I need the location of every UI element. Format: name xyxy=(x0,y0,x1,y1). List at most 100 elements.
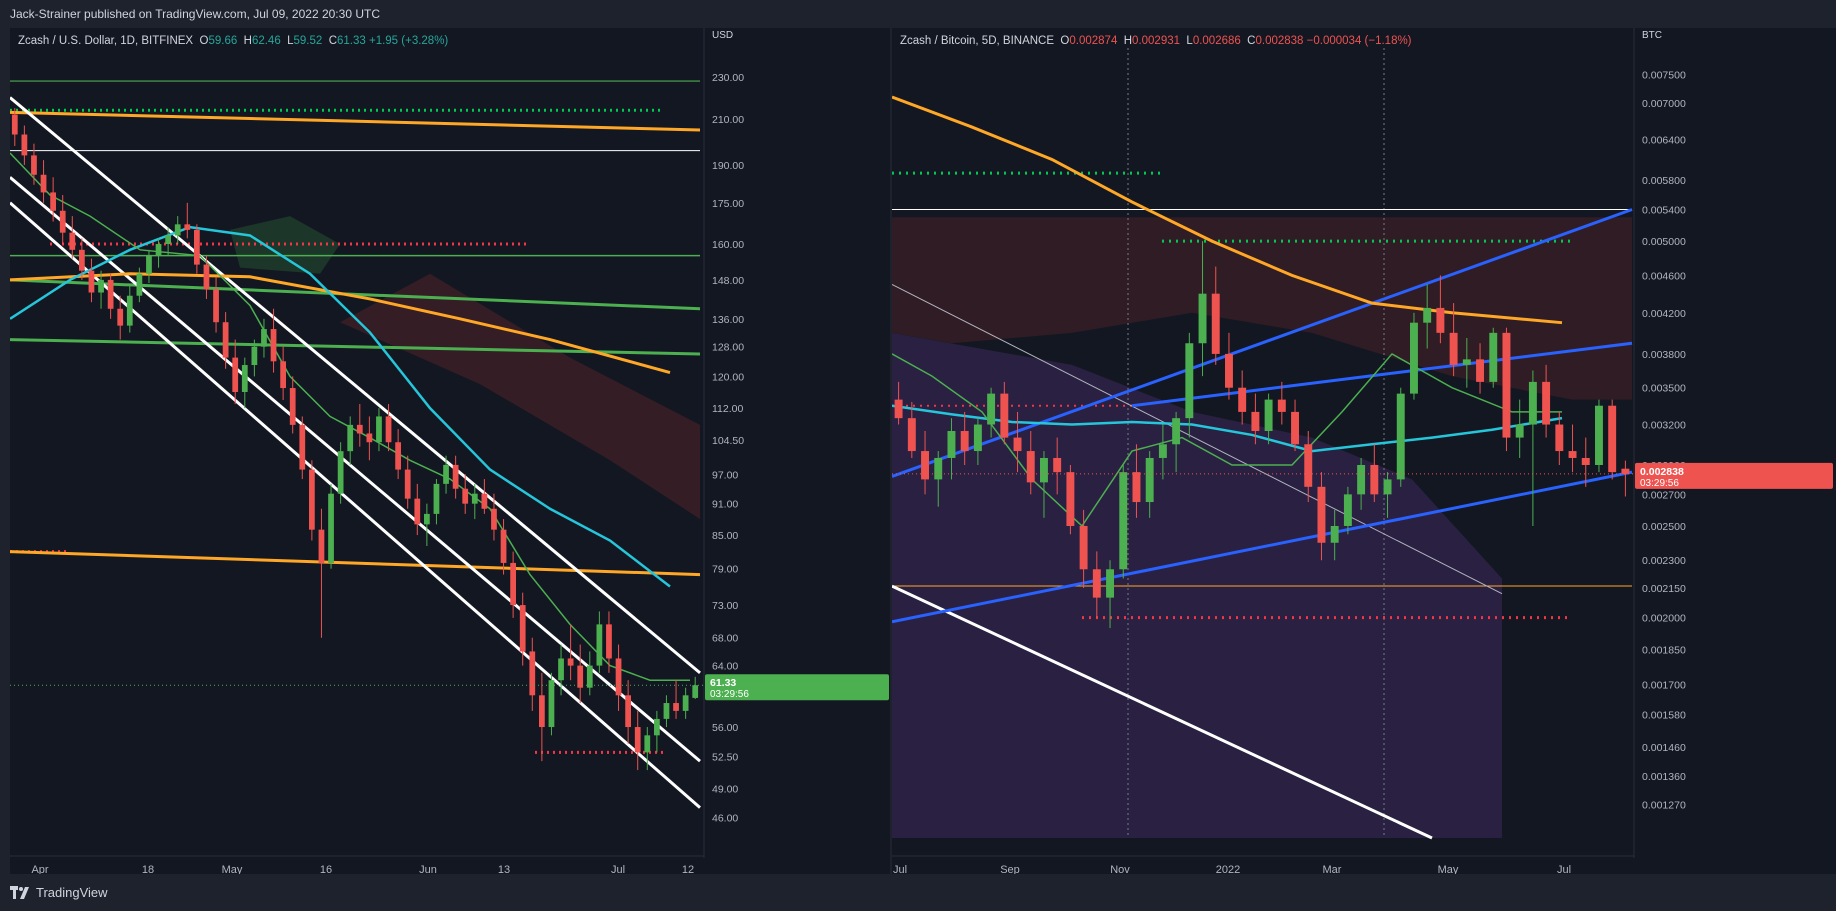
price-tick-label: 68.00 xyxy=(712,633,738,645)
ohlc-close: 61.33 xyxy=(337,35,366,47)
price-tick-label: 0.003800 xyxy=(1642,349,1686,361)
candle xyxy=(1383,479,1392,495)
price-tick-label: 104.50 xyxy=(712,435,744,447)
candle xyxy=(539,695,545,728)
candle xyxy=(347,424,354,452)
candle xyxy=(1317,486,1326,543)
candle xyxy=(673,703,679,711)
candle xyxy=(433,483,440,514)
panel-separator[interactable] xyxy=(890,28,892,874)
time-tick-label: 12 xyxy=(682,864,694,874)
candle xyxy=(625,695,631,728)
candle xyxy=(654,718,660,736)
candle xyxy=(1251,411,1260,432)
candle xyxy=(529,651,536,696)
candle xyxy=(1198,293,1207,344)
candle xyxy=(1476,359,1484,382)
chart-panel-zec-btc[interactable]: BTC 0.007500 0.007000 0.006400 0.005800 0.005… xyxy=(892,28,1836,874)
price-tick-label: 46.00 xyxy=(712,813,738,825)
candle xyxy=(1132,472,1141,503)
candle xyxy=(40,174,47,193)
candle xyxy=(987,393,996,425)
candle xyxy=(1277,399,1286,412)
price-tick-label: 85.00 xyxy=(712,530,738,542)
brand[interactable]: TradingView xyxy=(10,885,108,900)
tradingview-logo-icon xyxy=(10,885,29,899)
candle xyxy=(692,685,699,698)
candle xyxy=(1172,418,1181,445)
symbol-title: Zcash / Bitcoin, 5D, BINANCE xyxy=(900,35,1055,47)
price-tick-label: 175.00 xyxy=(712,198,744,210)
candle xyxy=(69,232,76,250)
candle xyxy=(1528,381,1537,425)
ohlc-change: −0.000034 (−1.18%) xyxy=(1306,35,1412,47)
candle xyxy=(404,469,411,499)
price-tick-label: 79.00 xyxy=(712,564,738,576)
ichimoku-cloud xyxy=(892,217,1632,400)
price-tick-label: 0.001270 xyxy=(1642,799,1686,811)
price-tick-label: 0.004600 xyxy=(1642,270,1686,282)
time-tick-label: 13 xyxy=(498,864,510,874)
ma-cyan xyxy=(10,225,671,588)
candle xyxy=(184,224,191,230)
price-tick-label: 0.002150 xyxy=(1642,583,1686,595)
price-tick-label: 0.001460 xyxy=(1642,742,1686,754)
price-tick-label: 64.00 xyxy=(712,661,738,673)
time-tick-label: 18 xyxy=(142,864,154,874)
candle xyxy=(31,155,37,175)
candle xyxy=(1396,393,1405,480)
candle xyxy=(1185,343,1194,419)
price-tick-label: 52.50 xyxy=(712,752,738,764)
candle xyxy=(1066,472,1075,526)
candle xyxy=(973,424,982,452)
candle xyxy=(491,508,497,530)
candle xyxy=(1515,424,1524,438)
candle xyxy=(548,680,555,728)
candle xyxy=(934,457,943,480)
price-tick-label: 230.00 xyxy=(712,72,744,84)
orange-trendline xyxy=(10,550,701,577)
candle xyxy=(424,513,430,525)
time-tick-label: Jul xyxy=(1557,864,1571,874)
candle xyxy=(299,424,306,470)
last-price-label: 0.002838 xyxy=(1640,466,1684,478)
price-tick-label: 0.003500 xyxy=(1642,383,1686,395)
candle xyxy=(328,493,334,563)
candle xyxy=(1225,353,1233,388)
candle xyxy=(270,329,277,362)
price-tick-label: 73.00 xyxy=(712,600,738,612)
price-tick-label: 0.002500 xyxy=(1642,521,1686,533)
channel-line-upper xyxy=(10,96,701,675)
candle xyxy=(261,329,267,347)
candle xyxy=(366,433,373,443)
candle xyxy=(11,114,18,135)
blue-channel-line xyxy=(1131,341,1633,408)
brand-name: TradingView xyxy=(36,885,108,900)
price-tick-label: 0.003200 xyxy=(1642,420,1686,432)
green-trendline xyxy=(10,278,701,311)
price-tick-label: 120.00 xyxy=(712,371,744,383)
time-tick-label: Apr xyxy=(31,864,48,874)
ohlc-high: 0.002931 xyxy=(1132,35,1181,47)
chart-panel-zec-usd[interactable]: USD 230.00 210.00 190.00 175.00 160.00 148.00 1… xyxy=(10,28,892,874)
candle xyxy=(117,308,124,326)
candle xyxy=(462,488,469,504)
ma-orange xyxy=(10,272,671,375)
price-tick-label: 148.00 xyxy=(712,275,744,287)
top-bar: Jack-Strainer published on TradingView.c… xyxy=(0,0,1836,28)
candle xyxy=(596,624,603,666)
chart-svg-right[interactable]: BTC 0.007500 0.007000 0.006400 0.005800 0.005… xyxy=(892,28,1836,874)
candle xyxy=(385,416,392,443)
candle xyxy=(194,229,200,265)
candle xyxy=(1291,411,1299,445)
candle xyxy=(136,273,143,296)
candle xyxy=(1502,332,1511,438)
candle xyxy=(414,498,421,525)
chart-svg-left[interactable]: USD 230.00 210.00 190.00 175.00 160.00 148.00 1… xyxy=(10,28,892,874)
candle xyxy=(894,399,903,419)
candle xyxy=(356,424,363,434)
time-tick-label: 2022 xyxy=(1216,864,1240,874)
ohlc-close: 0.002838 xyxy=(1255,35,1304,47)
time-tick-label: Jul xyxy=(611,864,625,874)
candle xyxy=(98,279,104,293)
